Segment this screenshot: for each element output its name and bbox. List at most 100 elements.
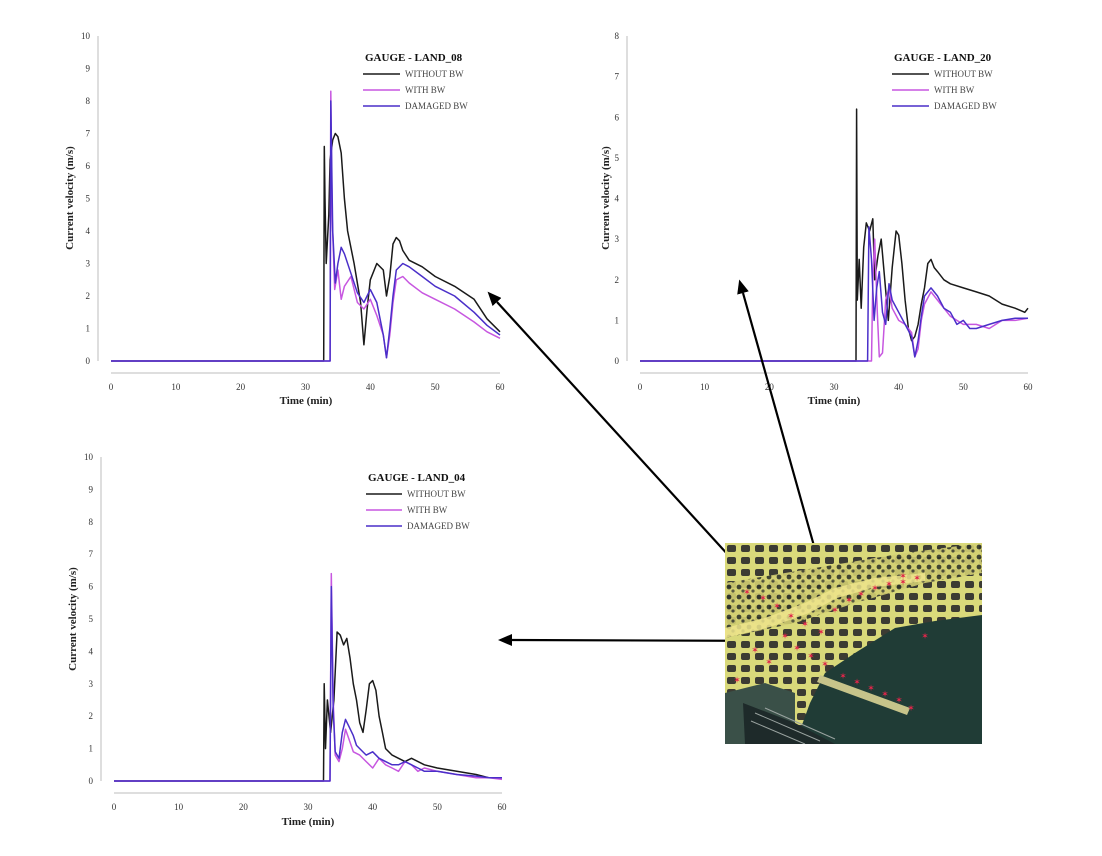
arrow-to-land20 bbox=[737, 279, 825, 579]
y-tick-label: 9 bbox=[86, 64, 91, 74]
y-tick-label: 1 bbox=[89, 744, 94, 754]
legend-label-without-bw: WITHOUT BW bbox=[934, 69, 993, 79]
y-tick-label: 2 bbox=[89, 711, 94, 721]
y-tick-label: 6 bbox=[89, 582, 94, 592]
map-breakwater bbox=[817, 675, 910, 715]
x-tick-label: 50 bbox=[431, 382, 441, 392]
series-line-with-bw bbox=[640, 238, 1029, 362]
gauge-marker-icon: ✶ bbox=[765, 657, 773, 667]
chart-panel-land08: 0 1 2 3 4 5 6 7 8 9 10 0 10 20 30 40 50 60 Time (min) Curre… bbox=[64, 31, 505, 407]
y-axis-title: Current velocity (m/s) bbox=[67, 567, 79, 671]
y-tick-label: 2 bbox=[86, 291, 91, 301]
legend: WITHOUT BW WITH BW DAMAGED BW bbox=[363, 69, 468, 111]
legend-title: GAUGE - LAND_08 bbox=[365, 52, 463, 64]
legend-label-with-bw: WITH BW bbox=[934, 85, 975, 95]
legend-label-damaged-bw: DAMAGED BW bbox=[407, 521, 470, 531]
x-tick-label: 30 bbox=[304, 802, 314, 812]
series-line-without-bw bbox=[114, 631, 502, 782]
y-tick-label: 6 bbox=[86, 161, 91, 171]
y-tick-label: 10 bbox=[81, 31, 91, 41]
gauge-marker-icon: ✶ bbox=[781, 631, 789, 641]
x-tick-label: 60 bbox=[498, 802, 508, 812]
series-line-with-bw bbox=[111, 90, 501, 362]
y-tick-label: 4 bbox=[86, 226, 91, 236]
y-tick-label: 4 bbox=[615, 194, 620, 204]
gauge-marker-icon: ✶ bbox=[817, 627, 825, 637]
y-axis-title: Current velocity (m/s) bbox=[600, 146, 612, 250]
map-dock-area bbox=[743, 703, 835, 744]
legend-title: GAUGE - LAND_20 bbox=[894, 52, 992, 64]
legend-label-with-bw: WITH BW bbox=[407, 505, 448, 515]
y-tick-label: 0 bbox=[89, 776, 94, 786]
x-tick-label: 0 bbox=[112, 802, 117, 812]
map-sea bbox=[795, 615, 982, 744]
gauge-marker-icon: ✶ bbox=[845, 595, 853, 605]
x-tick-label: 60 bbox=[1024, 382, 1034, 392]
gauge-marker-icon: ✶ bbox=[743, 587, 751, 597]
x-tick-label: 50 bbox=[959, 382, 969, 392]
y-tick-label: 5 bbox=[615, 153, 620, 163]
legend-label-with-bw: WITH BW bbox=[405, 85, 446, 95]
gauge-marker-icon: ✶ bbox=[913, 573, 921, 583]
gauge-marker-icon: ✶ bbox=[801, 619, 809, 629]
series-line-without-bw bbox=[111, 132, 501, 362]
y-tick-label: 3 bbox=[615, 234, 620, 244]
y-tick-label: 5 bbox=[86, 194, 91, 204]
harbor-map-image: ✶ ✶ ✶ ✶ ✶ ✶ ✶ ✶ ✶ ✶ ✶ ✶ ✶ ✶ ✶ ✶ ✶ ✶ ✶ ✶ ✶ ✶ ✶ ✶ ✶ ✶ ✶ ✶ bbox=[725, 543, 982, 744]
gauge-marker-icon: ✶ bbox=[867, 683, 875, 693]
y-tick-label: 3 bbox=[86, 259, 91, 269]
x-axis-title: Time (min) bbox=[808, 395, 861, 407]
y-tick-label: 0 bbox=[615, 356, 620, 366]
gauge-marker-icon: ✶ bbox=[821, 659, 829, 669]
y-tick-label: 4 bbox=[89, 646, 94, 656]
x-tick-label: 30 bbox=[830, 382, 840, 392]
y-tick-label: 10 bbox=[84, 452, 94, 462]
map-coastal-road bbox=[725, 573, 925, 638]
legend-label-without-bw: WITHOUT BW bbox=[407, 489, 466, 499]
harbor-map-graphic: ✶ ✶ ✶ ✶ ✶ ✶ ✶ ✶ ✶ ✶ ✶ ✶ ✶ ✶ ✶ ✶ ✶ ✶ ✶ ✶ ✶ ✶ ✶ ✶ ✶ ✶ ✶ ✶ bbox=[725, 543, 982, 744]
y-tick-label: 5 bbox=[89, 614, 94, 624]
y-tick-label: 8 bbox=[89, 517, 94, 527]
chart-panel-land04: 0 1 2 3 4 5 6 7 8 9 10 0 10 20 30 40 50 60 Time (min) Curre… bbox=[67, 452, 507, 828]
gauge-marker-icon: ✶ bbox=[787, 611, 795, 621]
map-dock-stripes bbox=[750, 707, 836, 744]
gauge-marker-icon: ✶ bbox=[751, 645, 759, 655]
gauge-marker-icon: ✶ bbox=[881, 689, 889, 699]
y-tick-label: 0 bbox=[86, 356, 91, 366]
gauge-marker-icon: ✶ bbox=[885, 579, 893, 589]
x-tick-label: 40 bbox=[894, 382, 904, 392]
y-tick-label: 7 bbox=[615, 72, 620, 82]
gauge-marker-icon: ✶ bbox=[807, 651, 815, 661]
x-tick-label: 40 bbox=[366, 382, 376, 392]
y-tick-label: 1 bbox=[615, 315, 620, 325]
gauge-marker-icon: ✶ bbox=[895, 695, 903, 705]
map-gauge-markers: ✶ ✶ ✶ ✶ ✶ ✶ ✶ ✶ ✶ ✶ ✶ ✶ ✶ ✶ ✶ ✶ ✶ ✶ ✶ ✶ ✶ ✶ ✶ ✶ ✶ ✶ ✶ ✶ bbox=[733, 571, 929, 713]
x-tick-label: 10 bbox=[700, 382, 710, 392]
gauge-marker-icon: ✶ bbox=[907, 703, 915, 713]
gauge-marker-icon: ✶ bbox=[773, 601, 781, 611]
y-tick-label: 6 bbox=[615, 112, 620, 122]
x-tick-label: 50 bbox=[433, 802, 443, 812]
legend: WITHOUT BW WITH BW DAMAGED BW bbox=[892, 69, 997, 111]
series-line-with-bw bbox=[114, 572, 503, 782]
plot-area: 0123456780102030405060Time (min)Current … bbox=[600, 31, 1033, 407]
arrow-to-land08 bbox=[487, 291, 763, 593]
y-tick-label: 7 bbox=[89, 549, 94, 559]
gauge-marker-icon: ✶ bbox=[871, 583, 879, 593]
legend-label-damaged-bw: DAMAGED BW bbox=[405, 101, 468, 111]
y-tick-label: 8 bbox=[615, 31, 620, 41]
x-tick-label: 40 bbox=[368, 802, 378, 812]
x-tick-label: 60 bbox=[496, 382, 506, 392]
legend-title: GAUGE - LAND_04 bbox=[368, 472, 466, 484]
gauge-marker-icon: ✶ bbox=[853, 677, 861, 687]
y-tick-label: 2 bbox=[615, 275, 620, 285]
plot-area: 0 1 2 3 4 5 6 7 8 9 10 0 10 20 30 40 50 60 Time (min) Curre… bbox=[67, 452, 507, 828]
gauge-marker-icon: ✶ bbox=[793, 643, 801, 653]
gauge-marker-icon: ✶ bbox=[733, 675, 741, 685]
y-tick-label: 3 bbox=[89, 679, 94, 689]
plot-area: 0 1 2 3 4 5 6 7 8 9 10 0 10 20 30 40 50 60 Time (min) Curre… bbox=[64, 31, 505, 407]
y-tick-label: 9 bbox=[89, 484, 94, 494]
gauge-marker-icon: ✶ bbox=[831, 605, 839, 615]
y-tick-label: 7 bbox=[86, 129, 91, 139]
